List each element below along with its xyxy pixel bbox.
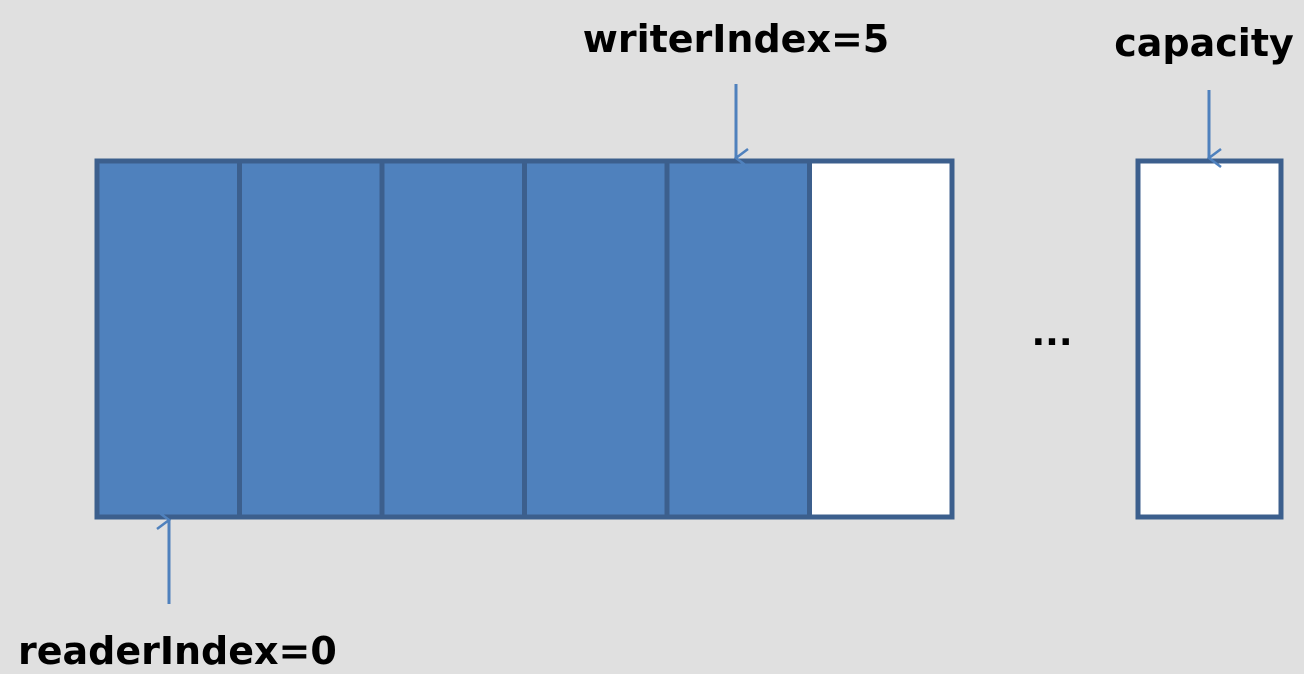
buffer-cell-filled (522, 158, 670, 520)
buffer-cell-filled (379, 158, 527, 520)
writer-index-label: writerIndex=5 (583, 17, 890, 61)
reader-index-label: readerIndex=0 (18, 629, 337, 673)
buffer-cell-filled (94, 158, 242, 520)
capacity-label: capacity (1114, 21, 1294, 65)
ellipsis-text: ... (1031, 313, 1072, 354)
buffer-cell-filled (664, 158, 812, 520)
buffer-cell-empty (807, 158, 955, 520)
buffer-cell-filled (237, 158, 385, 520)
capacity-cell (1135, 158, 1284, 520)
buffer-cells (94, 158, 955, 520)
